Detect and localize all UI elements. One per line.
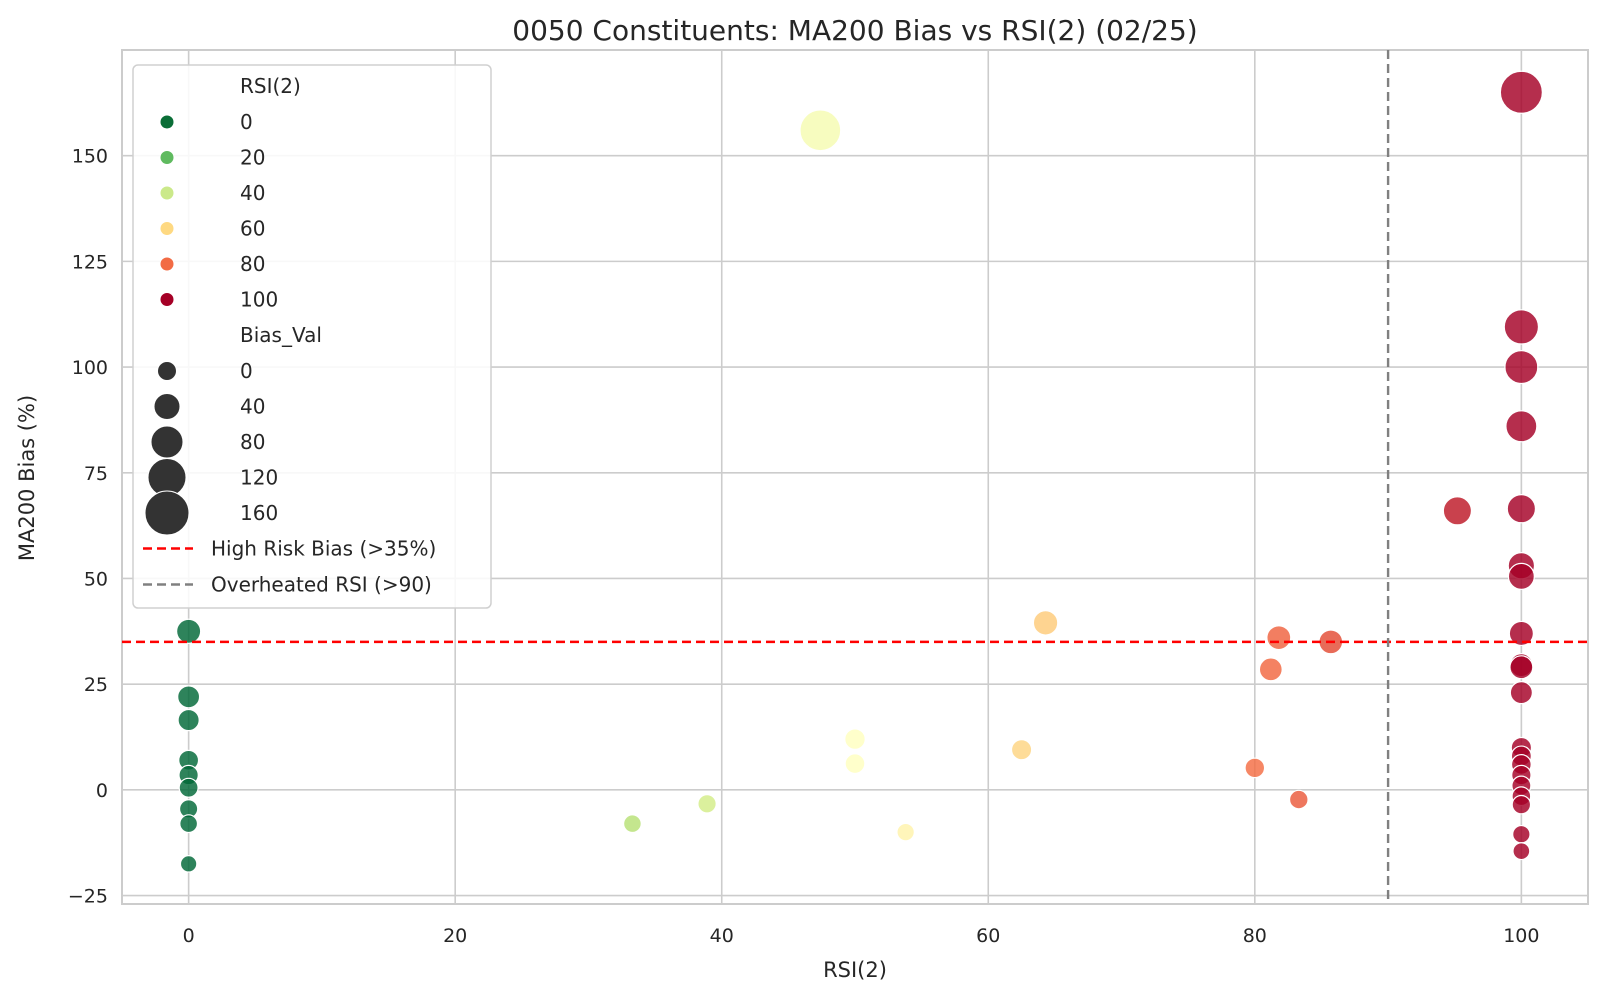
- y-tick-label: 25: [84, 674, 108, 696]
- legend-hue-label: 20: [240, 146, 265, 170]
- data-point: [844, 728, 866, 750]
- data-point: [697, 794, 717, 814]
- data-point: [1499, 70, 1543, 114]
- data-point: [1512, 842, 1531, 861]
- data-point: [1258, 657, 1283, 682]
- data-point: [175, 618, 202, 644]
- x-tick-label: 40: [710, 925, 734, 947]
- data-point: [1505, 410, 1538, 443]
- legend: RSI(2) 0 20 40 60 80 100 Bias_Val 0 40 80 120 160 Hig…: [132, 64, 492, 609]
- data-point: [1512, 824, 1531, 844]
- data-point: [1503, 309, 1540, 345]
- y-tick-label: 150: [72, 146, 108, 168]
- legend-hue-marker: [159, 256, 175, 272]
- legend-hue-label: 40: [240, 181, 265, 205]
- legend-high-risk-label: High Risk Bias (>35%): [211, 537, 436, 561]
- legend-hue-label: 0: [240, 110, 253, 134]
- data-point: [177, 708, 200, 732]
- x-axis-label: RSI(2): [823, 958, 887, 982]
- legend-hue-marker: [159, 221, 175, 236]
- legend-hue-marker: [159, 185, 175, 201]
- x-tick-label: 60: [976, 925, 1000, 947]
- data-point: [179, 855, 198, 873]
- data-point: [1010, 739, 1033, 761]
- legend-hue-label: 60: [240, 217, 265, 241]
- data-point: [179, 814, 199, 834]
- legend-size-title: Bias_Val: [240, 323, 322, 347]
- legend-size-marker: [150, 425, 184, 459]
- data-point: [1244, 757, 1266, 779]
- data-point: [896, 822, 915, 842]
- data-point: [1508, 620, 1534, 647]
- legend-size-marker: [157, 361, 177, 381]
- legend-hue-label: 100: [240, 288, 278, 312]
- legend-hue-title: RSI(2): [240, 74, 301, 98]
- data-point: [1504, 350, 1539, 385]
- data-point: [799, 109, 842, 152]
- x-tick-label: 20: [443, 925, 467, 947]
- y-axis-label: MA200 Bias (%): [15, 395, 39, 561]
- y-tick-label: 75: [84, 463, 108, 485]
- y-tick-label: 100: [72, 357, 108, 379]
- data-point: [622, 814, 642, 834]
- legend-size-label: 0: [240, 359, 253, 383]
- x-tick-label: 0: [183, 925, 195, 947]
- legend-size-marker: [144, 490, 190, 536]
- x-tick-label: 80: [1243, 925, 1267, 947]
- legend-size-label: 160: [240, 501, 278, 525]
- data-point: [178, 777, 199, 798]
- legend-overheated-label: Overheated RSI (>90): [211, 573, 432, 597]
- data-point: [177, 685, 201, 709]
- y-tick-label: 0: [96, 780, 108, 802]
- data-point: [1509, 680, 1533, 705]
- data-point: [1507, 562, 1535, 590]
- legend-box: [132, 64, 492, 609]
- data-point: [1032, 610, 1059, 636]
- legend-size-label: 80: [240, 430, 265, 454]
- legend-hue-marker: [159, 150, 175, 165]
- legend-hue-label: 80: [240, 252, 265, 276]
- data-point: [1506, 494, 1537, 524]
- y-tick-label: 50: [84, 568, 108, 590]
- x-tick-label: 100: [1503, 925, 1539, 947]
- y-tick-label: 125: [72, 251, 108, 273]
- data-point: [844, 753, 866, 775]
- legend-size-label: 120: [240, 466, 278, 490]
- legend-hue-marker: [159, 114, 175, 130]
- legend-size-label: 40: [240, 395, 265, 419]
- data-point: [1266, 625, 1292, 651]
- chart-title: 0050 Constituents: MA200 Bias vs RSI(2) …: [512, 14, 1197, 47]
- legend-size-marker: [153, 393, 181, 420]
- data-point: [1511, 794, 1532, 815]
- data-point: [1442, 496, 1473, 526]
- data-point: [1509, 655, 1534, 680]
- y-tick-label: −25: [68, 886, 108, 908]
- legend-hue-marker: [159, 292, 175, 307]
- data-point: [1288, 789, 1309, 810]
